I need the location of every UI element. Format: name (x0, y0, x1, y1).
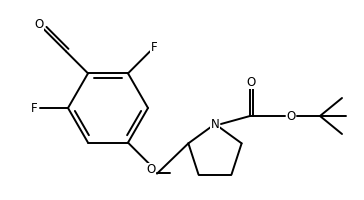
Text: O: O (146, 163, 156, 176)
Text: N: N (211, 117, 219, 130)
Text: F: F (31, 102, 37, 114)
Text: F: F (151, 41, 157, 54)
Text: O: O (246, 75, 256, 88)
Text: O: O (34, 18, 44, 31)
Text: O: O (286, 110, 296, 122)
